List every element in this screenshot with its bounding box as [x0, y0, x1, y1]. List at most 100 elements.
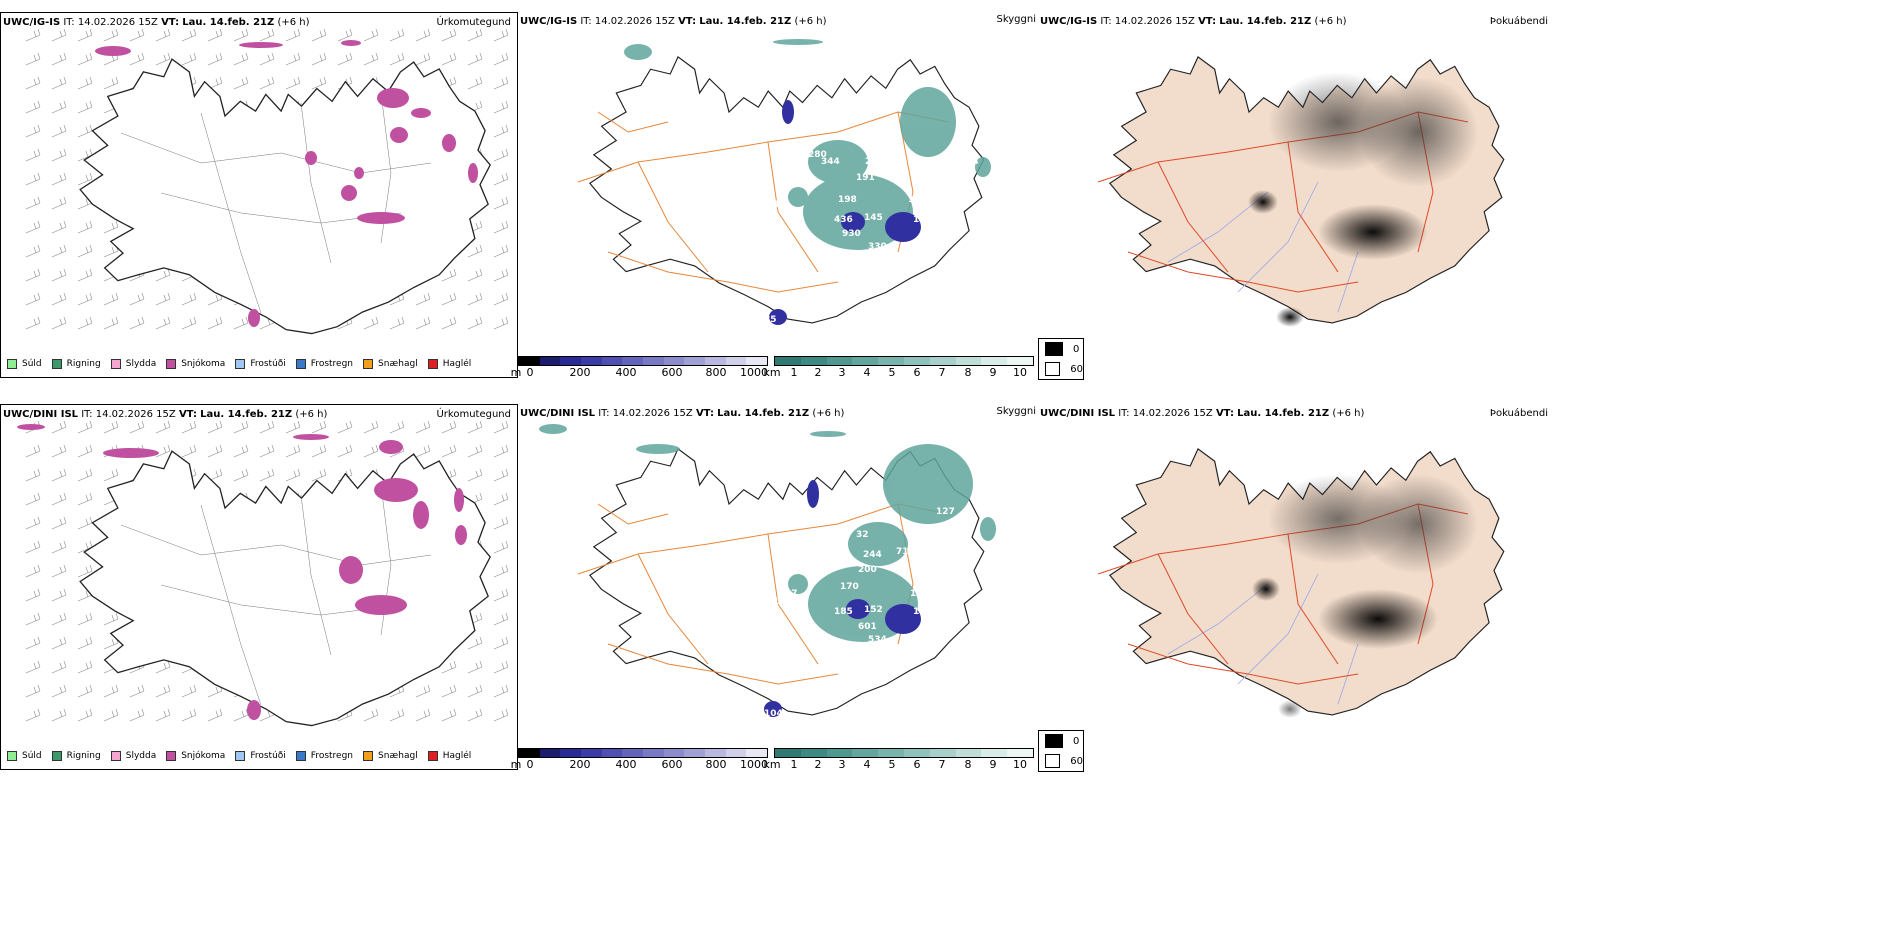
wind-barb — [493, 28, 509, 42]
colorbar-segment — [560, 749, 582, 757]
colorbar-segment — [725, 749, 747, 757]
precip-panel-1: UWC/IG-IS IT: 14.02.2026 15Z VT: Lau. 14… — [0, 12, 518, 378]
wind-barb — [311, 28, 327, 42]
wind-barb — [493, 540, 509, 554]
wind-barb — [129, 316, 145, 330]
ceiling-label: 330 — [868, 242, 887, 252]
wind-barb — [493, 100, 509, 114]
wind-barb — [493, 124, 509, 138]
wind-barb — [51, 516, 67, 530]
fog-title-2: Þokuábendi — [1489, 408, 1548, 419]
wind-barb — [441, 292, 457, 306]
ceiling-label: 32 — [856, 530, 869, 540]
wind-barb — [259, 444, 275, 458]
wind-barb — [233, 316, 249, 330]
ceiling-label: 344 — [821, 157, 840, 167]
wind-barb — [493, 172, 509, 186]
ceiling-label: 200 — [858, 565, 877, 575]
wind-barb — [129, 292, 145, 306]
wind-barb — [77, 516, 93, 530]
wind-barb — [363, 420, 379, 434]
legend-swatch — [1045, 342, 1063, 356]
wind-barb — [389, 52, 405, 66]
wind-barb — [129, 420, 145, 434]
wind-barb — [25, 292, 41, 306]
wind-barb — [25, 612, 41, 626]
colorbar-segment — [643, 749, 664, 757]
header-2: UWC/DINI ISL IT: 14.02.2026 15Z VT: Lau.… — [3, 409, 328, 420]
wind-barb — [467, 636, 483, 650]
header-1: UWC/IG-IS IT: 14.02.2026 15Z VT: Lau. 14… — [3, 17, 310, 28]
ceiling-label: 191 — [856, 173, 875, 183]
wind-barb — [389, 420, 405, 434]
snow-areas — [17, 424, 467, 720]
wind-barb — [259, 28, 275, 42]
colorbar-segment — [684, 749, 706, 757]
wind-barb — [337, 28, 353, 42]
wind-barb — [51, 636, 67, 650]
legend-swatch — [110, 359, 121, 369]
wind-barb — [311, 76, 327, 90]
legend-swatch — [295, 359, 306, 369]
wind-barb — [493, 420, 509, 434]
wind-barb — [363, 316, 379, 330]
legend-swatch — [1045, 754, 1061, 768]
wind-barb — [493, 516, 509, 530]
wind-barb — [493, 76, 509, 90]
wind-barb — [467, 684, 483, 698]
fog-panel-2: UWC/DINI ISL IT: 14.02.2026 15Z VT: Lau.… — [1038, 404, 1900, 772]
wind-barb — [337, 420, 353, 434]
wind-barb — [103, 220, 119, 234]
wind-barb — [415, 28, 431, 42]
wind-barb — [51, 660, 67, 674]
legend-item: Snjókoma — [166, 751, 225, 761]
colorbar-segment — [746, 749, 768, 757]
wind-barb — [259, 76, 275, 90]
wind-barb — [207, 28, 223, 42]
wind-barb — [259, 468, 275, 482]
wind-barb — [493, 268, 509, 282]
header-fog-1: UWC/IG-IS IT: 14.02.2026 15Z VT: Lau. 14… — [1040, 16, 1347, 27]
wind-barb — [207, 444, 223, 458]
wind-barb — [233, 708, 249, 722]
wind-barb — [51, 540, 67, 554]
wind-barb — [129, 708, 145, 722]
wind-barb — [51, 292, 67, 306]
wind-barb — [467, 244, 483, 258]
wind-barb — [441, 52, 457, 66]
wind-barb — [51, 316, 67, 330]
colorbar-segment — [622, 357, 644, 365]
legend-item: Snæhagl — [363, 359, 418, 369]
wind-barb — [51, 172, 67, 186]
colorbar-segment — [581, 749, 602, 757]
visibility-title-1: Skyggni — [996, 14, 1036, 25]
wind-barb — [363, 444, 379, 458]
wind-barb — [259, 420, 275, 434]
colorbar-segment — [903, 357, 930, 365]
ceiling-label: 145 — [864, 213, 883, 223]
colorbar-segment — [684, 357, 706, 365]
legend-item: Frostúði — [235, 359, 286, 369]
visibility-ticks: km 1 2 3 4 5 6 7 8 9 10 — [763, 758, 1027, 771]
colorbar-segment — [800, 749, 827, 757]
wind-barb — [51, 468, 67, 482]
wind-barb — [493, 148, 509, 162]
ceiling-labels: 63 85 32 244 712 200 170 166 47 138 185 … — [764, 507, 955, 719]
wind-barb — [155, 28, 171, 42]
wind-barb — [493, 564, 509, 578]
legend-item: Slydda — [110, 359, 156, 369]
ceiling-label: 185 — [834, 607, 853, 617]
wind-barb — [155, 292, 171, 306]
wind-barb — [493, 492, 509, 506]
header-vis-1: UWC/IG-IS IT: 14.02.2026 15Z VT: Lau. 14… — [520, 16, 827, 27]
legend-swatch — [427, 359, 438, 369]
wind-barb — [467, 52, 483, 66]
colorbar-segment — [663, 749, 685, 757]
colorbar-segment — [826, 749, 853, 757]
wind-barb — [467, 268, 483, 282]
wind-barb — [129, 684, 145, 698]
visibility-colorbar-2: km 1 2 3 4 5 6 7 8 9 10 — [763, 748, 1034, 772]
fog-legend-row: 60 — [1039, 751, 1083, 771]
wind-barb — [441, 660, 457, 674]
wind-barb — [415, 292, 431, 306]
